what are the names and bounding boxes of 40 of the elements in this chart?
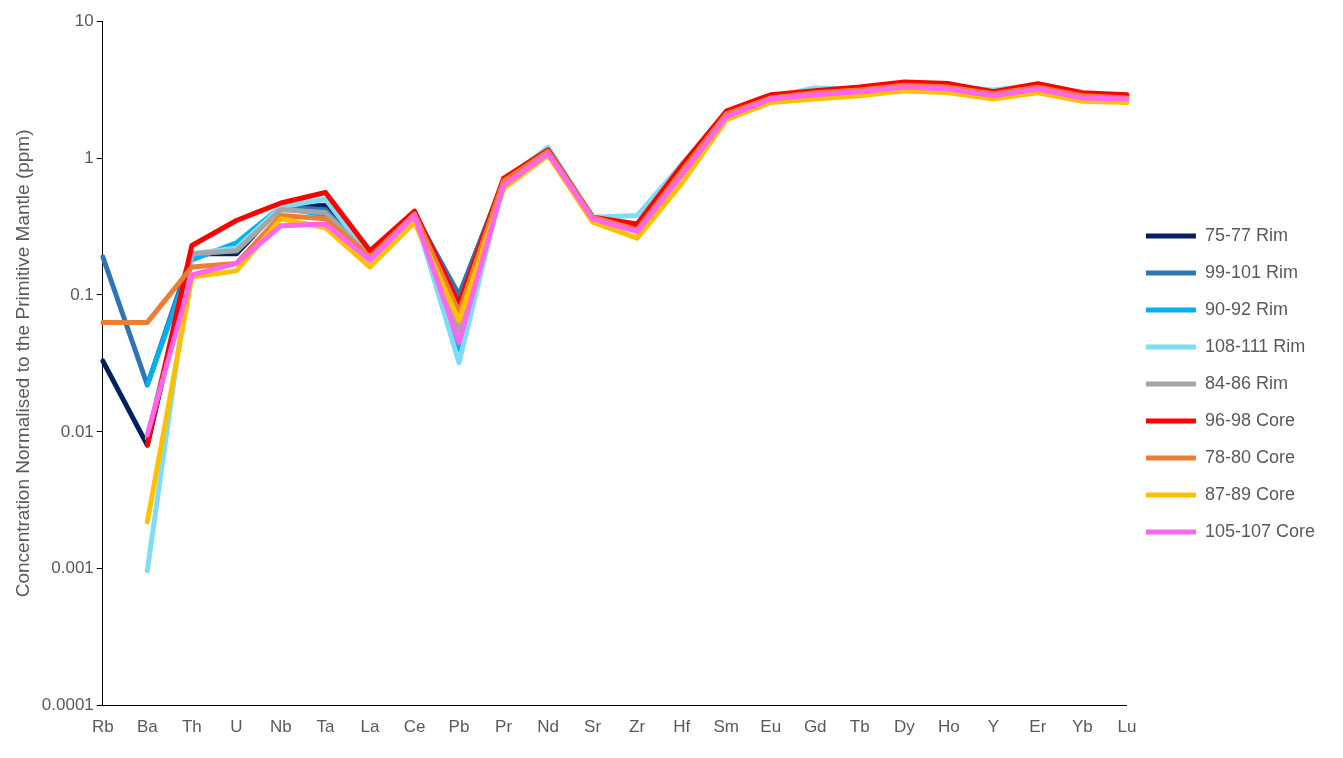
x-tick-label: Y xyxy=(987,717,1000,737)
y-tick-label: 1 xyxy=(84,147,94,167)
y-tick-label: 10 xyxy=(74,10,94,30)
x-tick-label: Er xyxy=(1029,717,1047,737)
x-tick-label: Ho xyxy=(937,717,960,737)
legend-label: 105-107 Core xyxy=(1204,520,1315,541)
x-tick-label: Pb xyxy=(448,717,470,737)
x-tick-label: Nd xyxy=(537,717,559,737)
legend-label: 84-86 Rim xyxy=(1204,372,1288,393)
x-tick-label: U xyxy=(230,717,243,737)
x-tick-label: Pr xyxy=(495,717,513,737)
legend-label: 108-111 Rim xyxy=(1204,335,1306,356)
x-tick-label: Th xyxy=(181,717,202,737)
x-tick-label: Zr xyxy=(629,717,646,737)
x-tick-label: Ta xyxy=(316,717,335,737)
x-tick-label: Gd xyxy=(803,717,827,737)
x-tick-label: Tb xyxy=(849,717,870,737)
y-tick-label: 0.001 xyxy=(51,558,94,578)
x-tick-label: Dy xyxy=(893,717,916,737)
x-tick-label: Hf xyxy=(673,717,691,737)
y-axis-title: Concentration Normalised to the Primitive Mantle (ppm) xyxy=(11,129,33,598)
legend-label: 99-101 Rim xyxy=(1204,261,1298,282)
x-tick-label: Sr xyxy=(584,717,602,737)
legend-label: 90-92 Rim xyxy=(1204,298,1288,319)
y-tick-label: 0.0001 xyxy=(41,695,94,715)
y-tick-label: 0.01 xyxy=(60,421,94,441)
legend-label: 87-89 Core xyxy=(1204,483,1295,504)
x-tick-label: Ce xyxy=(403,717,426,737)
x-tick-label: Sm xyxy=(713,717,739,737)
x-tick-label: Nb xyxy=(270,717,292,737)
x-tick-label: Yb xyxy=(1072,717,1093,737)
x-tick-label: Rb xyxy=(91,717,114,737)
legend-label: 75-77 Rim xyxy=(1204,224,1288,245)
y-tick-label: 0.1 xyxy=(70,284,94,304)
x-tick-label: La xyxy=(360,717,380,737)
legend-label: 96-98 Core xyxy=(1204,409,1295,430)
x-tick-label: Ba xyxy=(136,717,159,737)
x-tick-label: Lu xyxy=(1117,717,1137,737)
legend-label: 78-80 Core xyxy=(1204,446,1295,467)
x-tick-label: Eu xyxy=(760,717,782,737)
